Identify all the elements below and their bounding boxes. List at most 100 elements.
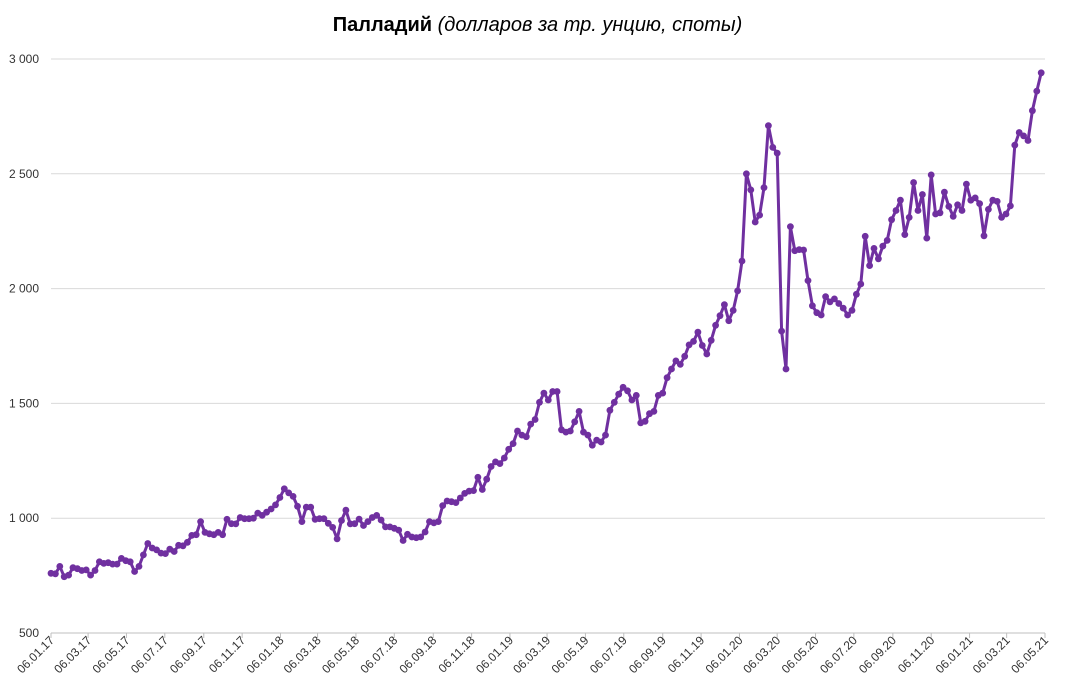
data-point <box>456 494 464 502</box>
data-point <box>364 518 372 525</box>
data-point <box>707 336 715 344</box>
data-point <box>958 207 966 214</box>
data-point <box>809 302 816 310</box>
data-point <box>747 186 755 194</box>
data-point <box>1037 69 1045 77</box>
y-tick-label: 1 500 <box>9 396 39 410</box>
data-point <box>417 533 425 541</box>
data-point <box>743 170 750 178</box>
data-point <box>923 234 931 242</box>
data-point <box>729 307 737 314</box>
y-tick-label: 500 <box>19 626 39 640</box>
data-point <box>668 365 675 373</box>
data-point <box>897 196 904 204</box>
data-point <box>439 502 447 509</box>
data-point <box>536 398 543 406</box>
data-point <box>861 232 869 240</box>
data-point <box>531 416 539 423</box>
x-tick-label: 06.05.18 <box>319 633 362 676</box>
data-point <box>1033 87 1041 95</box>
data-point <box>197 518 205 525</box>
data-point <box>505 445 513 453</box>
data-point <box>487 463 495 470</box>
data-point <box>976 200 983 208</box>
data-point <box>831 295 838 303</box>
data-point <box>817 311 825 319</box>
data-point <box>250 514 257 522</box>
data-point <box>272 501 279 509</box>
data-point <box>963 180 970 188</box>
data-point <box>320 515 328 523</box>
x-tick-label: 06.05.19 <box>549 633 592 676</box>
data-point <box>773 149 781 157</box>
data-point <box>993 198 1001 205</box>
data-point <box>857 280 865 288</box>
data-point <box>676 361 684 368</box>
data-point <box>588 441 596 449</box>
data-point <box>892 207 900 214</box>
x-tick-label: 06.01.18 <box>244 633 287 676</box>
data-point <box>223 515 231 523</box>
data-point <box>192 531 200 539</box>
data-point <box>131 568 139 575</box>
x-tick-label: 06.03.21 <box>970 633 1013 676</box>
data-point <box>765 122 772 129</box>
data-point <box>126 558 134 566</box>
data-point <box>355 515 363 523</box>
data-point <box>333 535 341 543</box>
x-tick-label: 06.05.21 <box>1008 633 1051 676</box>
data-point <box>778 327 785 335</box>
data-point <box>927 171 935 179</box>
data-point <box>663 374 671 382</box>
data-point <box>914 207 922 214</box>
series-line <box>50 72 1043 579</box>
data-point <box>1020 132 1027 140</box>
data-point <box>681 352 689 360</box>
data-point <box>945 203 953 210</box>
y-tick-label: 2 000 <box>9 282 39 296</box>
data-point <box>452 499 460 506</box>
data-point <box>641 417 649 425</box>
data-point <box>232 520 240 528</box>
data-point <box>901 231 909 239</box>
data-point <box>351 520 359 528</box>
data-point <box>734 287 741 295</box>
data-point <box>1007 202 1014 210</box>
data-point <box>360 522 367 529</box>
data-point <box>500 454 508 462</box>
data-point <box>628 396 636 404</box>
data-point <box>144 540 152 547</box>
data-point <box>276 494 284 501</box>
data-point <box>919 191 926 198</box>
data-point <box>698 342 706 349</box>
data-point <box>509 440 517 447</box>
data-point <box>571 418 579 426</box>
data-point <box>478 486 486 493</box>
x-tick-label: 06.09.17 <box>167 633 210 676</box>
data-point <box>721 301 728 309</box>
x-tick-label: 06.05.17 <box>90 633 133 676</box>
series-palladium <box>47 69 1045 581</box>
data-point <box>853 290 860 298</box>
data-point <box>632 392 640 399</box>
data-point <box>941 188 948 196</box>
data-point <box>822 293 829 300</box>
data-point <box>434 518 442 525</box>
data-point <box>839 304 847 312</box>
data-point <box>56 563 64 570</box>
data-point <box>1002 210 1010 218</box>
data-point <box>342 506 350 514</box>
data-point <box>624 387 631 395</box>
data-point <box>338 517 345 524</box>
data-point <box>553 388 561 395</box>
data-point <box>949 212 957 220</box>
data-point <box>170 548 178 555</box>
data-point <box>307 503 315 511</box>
x-tick-label: 06.07.19 <box>587 633 630 676</box>
data-point <box>82 566 90 574</box>
data-point <box>760 184 768 192</box>
data-point <box>395 526 403 534</box>
x-tick-label: 06.09.19 <box>626 633 669 676</box>
